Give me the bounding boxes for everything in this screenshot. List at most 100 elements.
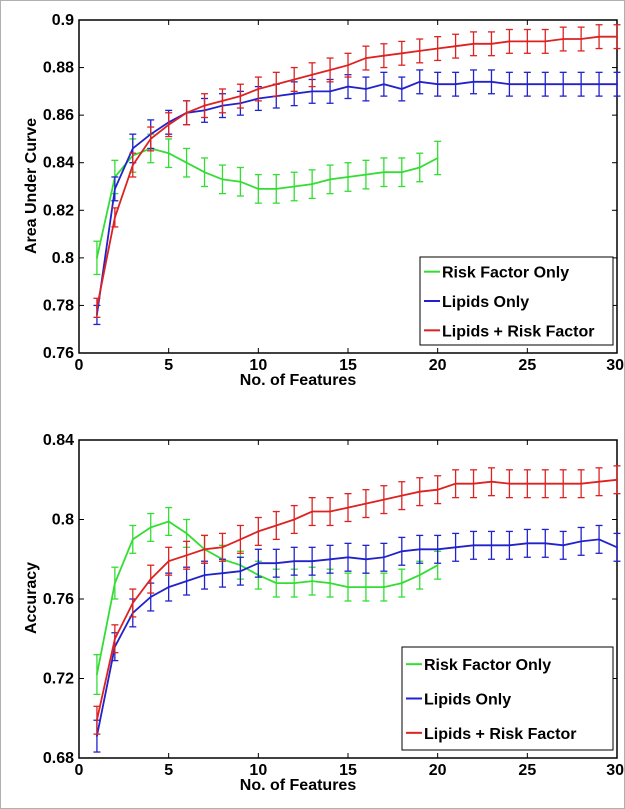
data-point <box>436 47 439 50</box>
data-point <box>347 556 349 559</box>
data-point <box>167 152 170 154</box>
data-point <box>96 673 98 676</box>
data-point <box>508 482 511 485</box>
x-tick-label: 30 <box>606 357 624 374</box>
error-bar <box>434 71 442 97</box>
error-bar <box>344 572 352 602</box>
data-point <box>562 38 564 40</box>
data-point <box>132 164 134 166</box>
error-bar <box>559 26 567 52</box>
y-tick-label: 0.8 <box>52 512 74 529</box>
data-point <box>401 52 403 55</box>
data-point <box>149 578 152 580</box>
error-bar <box>434 36 442 62</box>
error-bar <box>111 207 119 228</box>
error-bar <box>362 76 370 102</box>
y-tick-label: 0.8 <box>52 250 74 267</box>
series-line <box>96 35 617 308</box>
error-bar <box>541 528 549 558</box>
data-point <box>454 45 457 47</box>
error-bar <box>452 33 460 59</box>
data-point <box>275 188 278 190</box>
y-tick-label: 0.84 <box>43 432 74 449</box>
error-bar <box>129 152 137 178</box>
x-tick-label: 20 <box>429 762 447 779</box>
error-bar <box>129 588 137 618</box>
data-point <box>365 88 367 90</box>
data-point <box>383 556 385 559</box>
error-bar <box>254 516 262 546</box>
data-point <box>132 602 134 604</box>
error-bar <box>254 76 262 102</box>
x-axis-label: No. of Features <box>240 372 357 389</box>
error-bar <box>236 83 244 109</box>
error-bar <box>595 524 603 554</box>
error-bar <box>523 469 531 499</box>
data-point <box>203 548 206 551</box>
error-bar <box>272 71 280 97</box>
data-point <box>185 532 188 535</box>
data-point <box>167 123 170 126</box>
error-bar <box>147 564 155 594</box>
accuracy-chart-panel: 0.68 0.72 0.76 0.8 0.84 0 5 10 15 20 25 30 No. of Fe… <box>23 432 624 794</box>
data-point <box>436 83 439 86</box>
error-bar <box>398 568 406 598</box>
x-axis-label: No. of Features <box>240 777 357 794</box>
data-point <box>454 546 457 549</box>
data-point <box>490 42 493 45</box>
data-point <box>239 95 242 97</box>
error-bar <box>326 57 334 83</box>
error-bar <box>577 71 585 97</box>
y-axis-label: Area Under Curve <box>23 118 40 254</box>
error-bar <box>344 493 352 523</box>
error-bar <box>505 28 513 54</box>
data-point <box>418 574 421 576</box>
data-point <box>293 518 296 521</box>
error-bar <box>362 45 370 71</box>
data-point <box>347 64 349 66</box>
data-point <box>149 596 152 598</box>
error-bar <box>272 548 280 578</box>
error-bar <box>452 532 460 562</box>
error-bar <box>452 71 460 97</box>
data-point <box>311 90 313 93</box>
data-point <box>132 538 134 541</box>
data-point <box>257 530 260 533</box>
error-bar <box>254 173 262 204</box>
data-point <box>401 494 403 497</box>
error-bar <box>380 43 388 69</box>
data-point <box>418 548 421 551</box>
error-bar <box>183 100 191 126</box>
x-tick-label: 10 <box>249 762 267 779</box>
legend-entry: Risk Factor Only <box>424 657 551 674</box>
data-point <box>544 482 547 485</box>
series-3 <box>93 24 621 318</box>
error-bar <box>470 469 478 499</box>
error-bar <box>111 566 119 600</box>
data-point <box>167 520 170 523</box>
data-point <box>185 111 188 114</box>
error-bar <box>218 164 226 195</box>
error-bar <box>434 475 442 505</box>
error-bar <box>129 524 137 554</box>
series-line <box>96 478 618 721</box>
error-bar <box>272 510 280 541</box>
data-point <box>203 104 206 107</box>
y-tick-label: 0.86 <box>43 107 74 124</box>
error-bar <box>344 162 352 192</box>
data-point <box>616 35 618 38</box>
y-tick-label: 0.68 <box>43 750 74 767</box>
error-bar <box>505 71 513 97</box>
legend-entry: Lipids Only <box>442 294 529 311</box>
error-bar <box>290 504 298 535</box>
data-point <box>616 546 618 549</box>
error-bar <box>613 532 621 562</box>
data-point <box>365 558 367 561</box>
data-point <box>167 586 170 588</box>
error-bar <box>559 71 567 97</box>
data-point <box>257 88 260 90</box>
error-bar <box>308 496 316 527</box>
data-point <box>472 482 475 485</box>
error-bar <box>487 69 495 95</box>
